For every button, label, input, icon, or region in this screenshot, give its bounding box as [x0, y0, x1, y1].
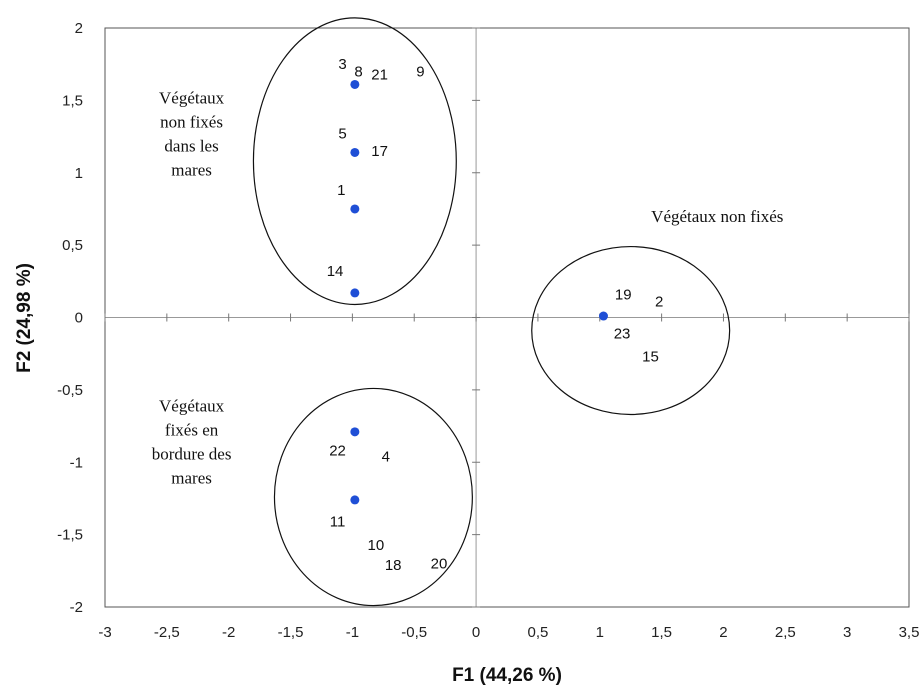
data-point	[350, 288, 360, 298]
group-ellipse-2	[531, 245, 731, 416]
point-label-3: 3	[338, 56, 346, 73]
x-tick-label: -1	[346, 624, 359, 641]
annotation-line: dans les	[164, 136, 218, 155]
y-tick-label: 0,5	[62, 237, 83, 254]
point-label-22: 22	[329, 443, 346, 460]
annotation-line: mares	[171, 160, 212, 179]
data-point	[350, 495, 360, 505]
point-label-10: 10	[368, 537, 385, 554]
y-tick-label: 1,5	[62, 92, 83, 109]
data-point	[598, 311, 608, 321]
data-point	[350, 79, 360, 89]
point-label-23: 23	[614, 325, 631, 342]
x-tick-label: 0	[472, 624, 480, 641]
point-label-9: 9	[416, 63, 424, 80]
point-label-11: 11	[330, 514, 346, 531]
point-label-15: 15	[642, 349, 659, 366]
data-point	[350, 204, 360, 214]
point-label-18: 18	[385, 557, 402, 574]
group-annotation-2: Végétaux non fixés	[651, 207, 783, 226]
annotation-line: bordure des	[152, 445, 232, 464]
y-tick-label: -1,5	[57, 527, 83, 544]
x-tick-label: 1	[596, 624, 604, 641]
x-tick-label: 0,5	[527, 624, 548, 641]
annotation-line: Végétaux non fixés	[651, 207, 783, 226]
point-label-5: 5	[338, 126, 346, 143]
annotation-line: Végétaux	[159, 397, 225, 416]
x-tick-label: 1,5	[651, 624, 672, 641]
point-label-4: 4	[382, 448, 390, 465]
group-annotation-3: Végétaux fixés en bordure des mares	[152, 397, 232, 488]
x-tick-label: -2	[222, 624, 235, 641]
point-label-21: 21	[371, 66, 388, 83]
group-ellipse-3	[273, 387, 473, 607]
data-point	[350, 147, 360, 157]
x-tick-label: -1,5	[278, 624, 304, 641]
y-tick-label: -2	[70, 599, 83, 616]
y-tick-label: 0	[75, 310, 83, 327]
point-label-14: 14	[327, 263, 344, 280]
annotation-line: Végétaux	[159, 88, 225, 107]
annotation-line: mares	[171, 469, 212, 488]
y-axis-title: F2 (24,98 %)	[14, 263, 35, 373]
axes	[104, 27, 910, 608]
point-label-8: 8	[354, 63, 362, 80]
group-ellipse-1	[252, 17, 457, 306]
group-ellipses	[252, 17, 731, 607]
x-tick-label: -2,5	[154, 624, 180, 641]
y-tick-label: -0,5	[57, 382, 83, 399]
x-tick-label: -3	[98, 624, 111, 641]
y-tick-label: 2	[75, 20, 83, 37]
tick-labels: -3 -2,5 -2 -1,5 -1 -0,5 0 0,5 1 1,5 2 2,5 3 3,5 -2 -1,5…	[57, 20, 919, 641]
x-tick-label: 3	[843, 624, 851, 641]
group-annotation-1: Végétaux non fixés dans les mares	[159, 88, 225, 179]
x-axis-title: F1 (44,26 %)	[452, 665, 562, 686]
point-label-19: 19	[615, 286, 632, 303]
annotation-line: fixés en	[165, 421, 219, 440]
data-point	[350, 427, 360, 437]
point-label-1: 1	[337, 182, 345, 199]
point-label-2: 2	[655, 294, 663, 311]
data-points	[350, 79, 608, 505]
x-tick-label: 3,5	[899, 624, 920, 641]
x-tick-label: 2,5	[775, 624, 796, 641]
x-tick-label: 2	[719, 624, 727, 641]
x-tick-label: -0,5	[401, 624, 427, 641]
point-label-17: 17	[371, 143, 388, 160]
annotation-line: non fixés	[160, 112, 223, 131]
point-label-20: 20	[431, 556, 448, 573]
y-tick-label: 1	[75, 165, 83, 182]
y-tick-label: -1	[70, 454, 83, 471]
